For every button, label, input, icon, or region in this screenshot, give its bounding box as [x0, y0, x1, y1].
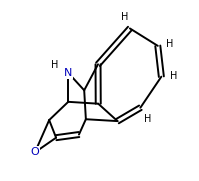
Text: N: N [64, 68, 72, 78]
Text: H: H [121, 12, 128, 22]
Text: H: H [166, 39, 173, 49]
Text: H: H [51, 60, 58, 70]
Text: H: H [144, 114, 151, 124]
Text: O: O [30, 147, 39, 157]
Text: H: H [170, 71, 178, 81]
